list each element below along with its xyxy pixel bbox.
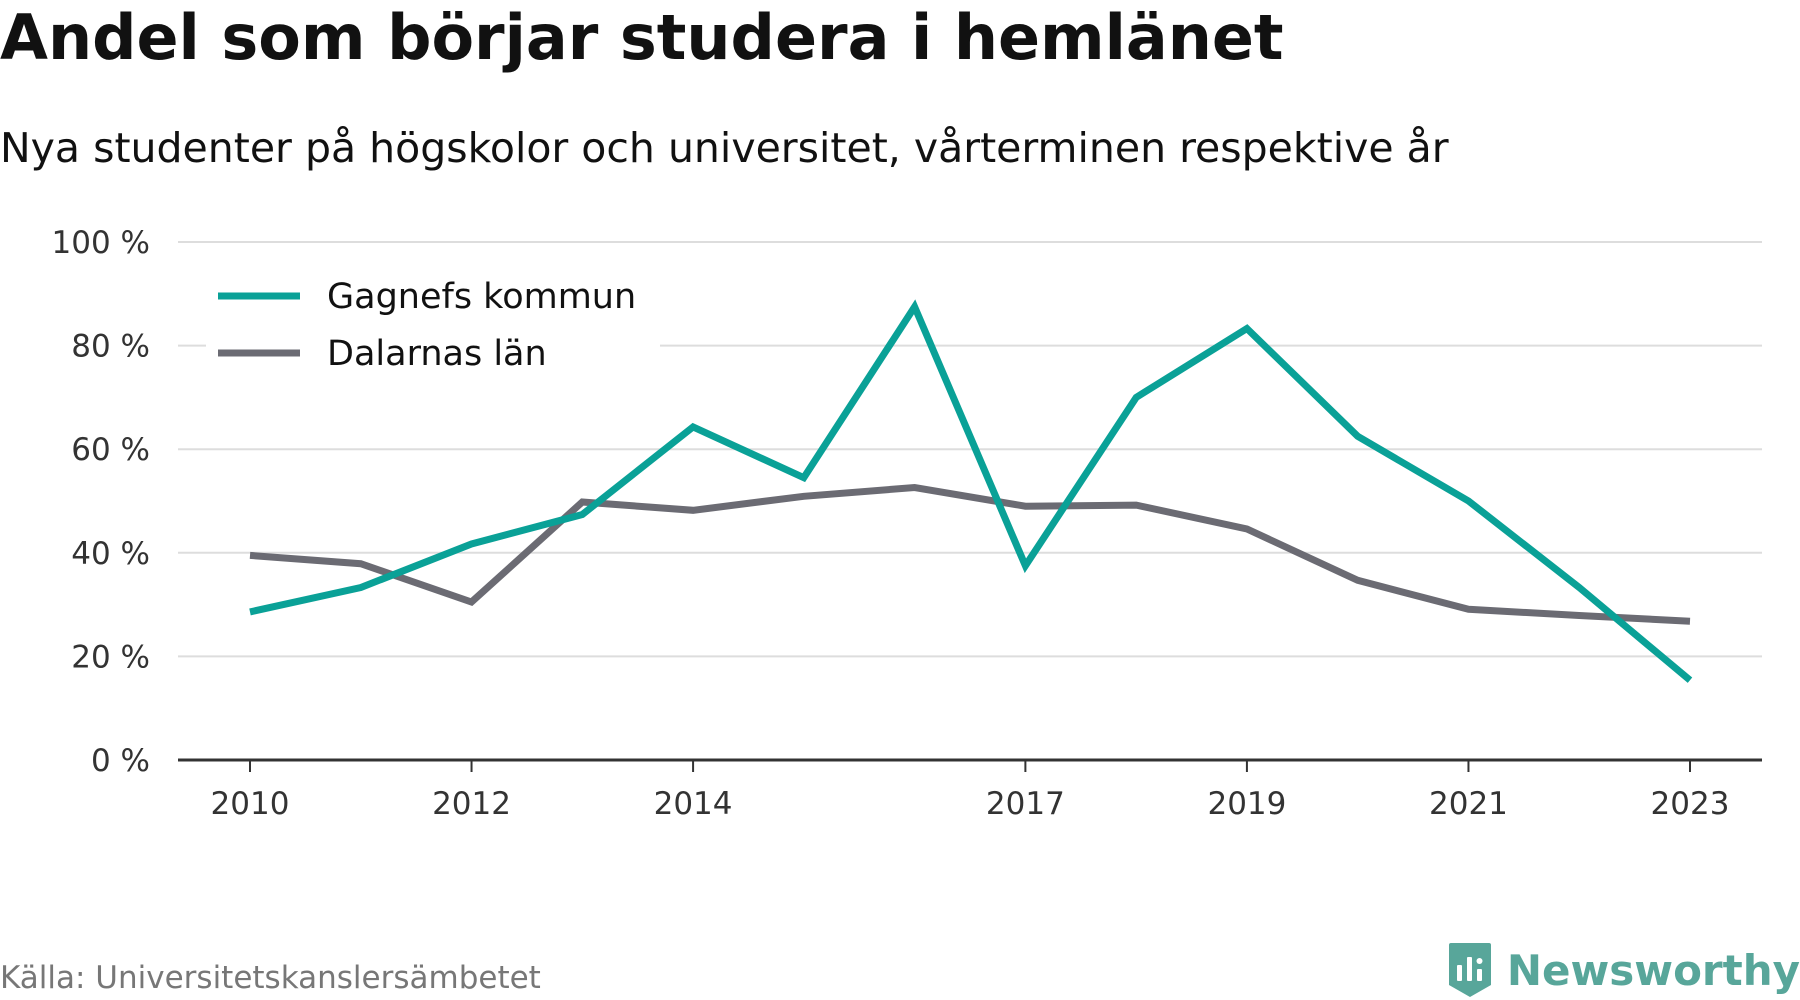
y-tick-label: 20 % (71, 639, 150, 675)
series-line-2 (249, 483, 1691, 625)
brand: Newsworthy (1447, 940, 1800, 1000)
legend-background (206, 266, 660, 378)
series-line-1 (249, 299, 1693, 683)
chart-title: Andel som börjar studera i hemlänet (0, 1, 1284, 74)
x-tick-label: 2010 (211, 786, 290, 822)
y-tick-label: 100 % (52, 225, 150, 261)
line-chart: 0 % 20 % 40 % 60 % 80 % 100 % 2010 2012 2014 2017… (52, 225, 1762, 822)
x-tick-label: 2023 (1651, 786, 1730, 822)
axis-layer: 0 % 20 % 40 % 60 % 80 % 100 % 2010 2012 2014 2017… (52, 225, 1762, 822)
y-tick-label: 80 % (71, 329, 150, 365)
newsworthy-logo-icon (1448, 943, 1491, 997)
y-tick-label: 0 % (91, 743, 150, 779)
source-note: Källa: Universitetskanslersämbetet (0, 960, 541, 996)
x-tick-label: 2012 (432, 786, 511, 822)
legend-label-2: Dalarnas län (327, 334, 547, 374)
y-tick-label: 40 % (71, 536, 150, 572)
x-tick-label: 2014 (654, 786, 733, 822)
series-layer (249, 299, 1693, 683)
legend-label-1: Gagnefs kommun (327, 277, 636, 317)
chart-subtitle: Nya studenter på högskolor och universit… (0, 124, 1449, 172)
y-tick-label: 60 % (71, 432, 150, 468)
x-tick-label: 2019 (1207, 786, 1286, 822)
brand-name: Newsworthy (1506, 945, 1800, 995)
x-tick-label: 2021 (1429, 786, 1508, 822)
x-tick-label: 2017 (986, 786, 1065, 822)
legend: Gagnefs kommun Dalarnas län (206, 266, 660, 378)
